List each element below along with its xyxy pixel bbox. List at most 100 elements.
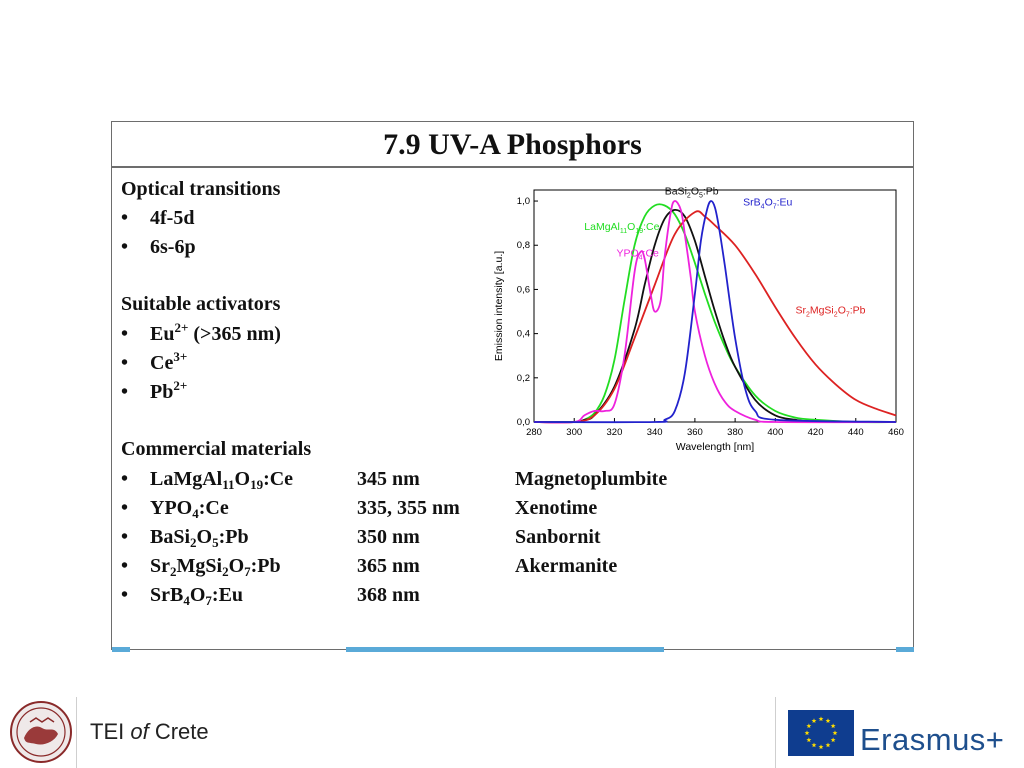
- eu-star-icon: [818, 716, 824, 722]
- bullet: •: [121, 555, 129, 577]
- footer-divider-right: [775, 697, 776, 768]
- material-wavelength: 368 nm: [357, 584, 420, 606]
- bottom-strip-center: [346, 647, 664, 652]
- formula-part: YPO: [150, 497, 193, 519]
- eu-star-icon: [830, 723, 836, 729]
- tei-crete-seal-icon: [10, 701, 72, 763]
- series-label: Sr2MgSi2O7:Pb: [795, 305, 865, 319]
- bullet: •: [121, 323, 129, 345]
- optical-item: • 6s-6p: [121, 234, 196, 260]
- activator-charge: 2+: [174, 320, 189, 335]
- series-label-part: :Ce: [643, 221, 660, 233]
- bullet: •: [121, 468, 129, 490]
- bottom-strip-right: [896, 647, 914, 652]
- formula-part: SrB: [150, 584, 184, 606]
- formula-part: 5: [212, 535, 219, 550]
- formula-part: Sr: [150, 555, 170, 577]
- series-label-part: 7: [773, 203, 777, 210]
- emission-spectra-chart: 280 300 320 340 360 380 400 420 440 460 0,0 0,2 0,4 0…: [493, 185, 904, 453]
- slide-title: 7.9 UV-A Phosphors: [383, 128, 642, 161]
- eu-star-icon: [818, 744, 824, 750]
- x-tick-label: 280: [526, 427, 542, 438]
- series-label-part: :Eu: [777, 196, 793, 208]
- eu-star-icon: [832, 730, 838, 736]
- slide-frame: 7.9 UV-A Phosphors: [111, 121, 914, 650]
- eu-star-icon: [811, 742, 817, 748]
- eu-star-icon: [830, 737, 836, 743]
- y-tick-label: 0,8: [517, 240, 530, 251]
- series-label-part: 19: [635, 228, 643, 235]
- formula-part: :Pb: [218, 526, 249, 548]
- y-tick-label: 0,6: [517, 284, 530, 295]
- x-tick-label: 300: [566, 427, 582, 438]
- series-line: [533, 203, 897, 424]
- bottom-strip-left: [112, 647, 130, 652]
- material-mineral: Sanbornit: [515, 526, 601, 548]
- series-label-part: Sr: [795, 305, 806, 317]
- eu-star-icon: [806, 737, 812, 743]
- org-suffix: Crete: [148, 719, 209, 744]
- formula-part: 4: [183, 593, 190, 608]
- formula-part: O: [196, 526, 213, 548]
- series-label-part: :Pb: [703, 185, 719, 197]
- material-formula: • BaSi2O5:Pb: [121, 524, 249, 550]
- activator-charge: 3+: [173, 349, 188, 364]
- bullet: •: [121, 381, 129, 403]
- series-label-part: 11: [620, 228, 627, 235]
- series-line: [533, 210, 897, 424]
- bullet: •: [121, 236, 129, 258]
- formula-part: 2: [170, 564, 177, 579]
- y-tick-label: 0,2: [517, 373, 530, 384]
- y-axis-label: Emission intensity [a.u.]: [493, 251, 505, 361]
- activator-item: • Pb2+: [121, 379, 187, 405]
- optical-heading: Optical transitions: [121, 178, 281, 200]
- material-formula: • LaMgAl11O19:Ce: [121, 466, 293, 492]
- series-label-part: 4: [639, 254, 643, 261]
- material-formula: • SrB4O7:Eu: [121, 582, 243, 608]
- formula-part: 7: [244, 564, 251, 579]
- material-wavelength: 345 nm: [357, 468, 420, 490]
- formula-part: LaMgAl: [150, 468, 223, 490]
- formula-part: 19: [250, 477, 264, 492]
- eu-star-icon: [811, 718, 817, 723]
- bullet: •: [121, 526, 129, 548]
- material-mineral: Magnetoplumbite: [515, 468, 668, 490]
- commercial-heading: Commercial materials: [121, 438, 312, 460]
- erasmus-logo-text: Erasmus+: [860, 722, 1005, 757]
- formula-part: :Ce: [198, 497, 229, 519]
- x-tick-label: 340: [647, 427, 663, 438]
- material-wavelength: 365 nm: [357, 555, 420, 577]
- formula-part: :Pb: [250, 555, 281, 577]
- activator-base: Pb: [150, 381, 174, 403]
- x-axis-label: Wavelength [nm]: [676, 441, 754, 453]
- x-tick-label: 400: [767, 427, 783, 438]
- series-label-part: SrB: [743, 196, 761, 208]
- activator-note: (>365 nm): [188, 323, 281, 345]
- eu-flag-icon: [788, 710, 854, 756]
- series-label-part: O: [691, 185, 699, 197]
- series-label-part: O: [765, 196, 773, 208]
- activator-base: Eu: [150, 323, 175, 345]
- series-line: [533, 200, 897, 424]
- x-tick-label: 440: [848, 427, 864, 438]
- series-label-part: YPO: [616, 247, 638, 259]
- eu-star-icon: [825, 718, 831, 723]
- bullet: •: [121, 352, 129, 374]
- series-label-part: 2: [806, 312, 810, 319]
- series-label: YPO4:Ce: [616, 247, 659, 261]
- formula-part: O: [189, 584, 206, 606]
- formula-part: :Ce: [263, 468, 294, 490]
- material-mineral: Akermanite: [515, 555, 618, 577]
- series-label-part: O: [838, 305, 846, 317]
- material-mineral: Xenotime: [515, 497, 598, 519]
- activator-base: Ce: [150, 352, 174, 374]
- formula-part: 7: [205, 593, 212, 608]
- activator-item: • Eu2+ (>365 nm): [121, 321, 281, 347]
- x-tick-label: 460: [888, 427, 904, 438]
- series-label-part: 2: [834, 312, 838, 319]
- title-bar: 7.9 UV-A Phosphors: [112, 122, 913, 168]
- plot-frame: [533, 189, 897, 423]
- optical-item: • 4f-5d: [121, 205, 194, 231]
- optical-item-text: 6s-6p: [150, 236, 196, 258]
- optical-item-text: 4f-5d: [150, 207, 195, 229]
